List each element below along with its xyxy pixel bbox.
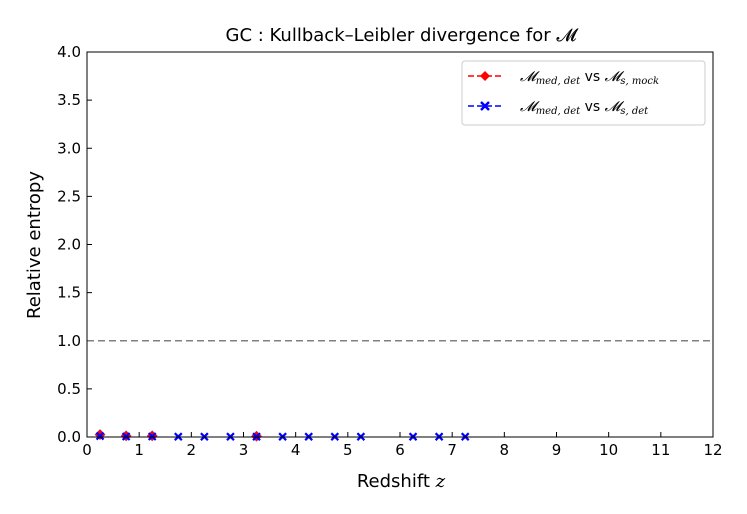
y-tick-label: 4.0 — [57, 43, 81, 61]
x-tick-label: 4 — [291, 441, 301, 459]
legend-label-blue-b-sub: s, det — [620, 106, 649, 117]
x-tick-label: 5 — [343, 441, 353, 459]
point-x — [95, 431, 105, 441]
x-tick-label: 8 — [500, 441, 510, 459]
y-tick-label: 0.0 — [57, 428, 81, 446]
y-tick-label: 3.0 — [57, 139, 81, 157]
y-tick-label: 1.5 — [57, 284, 81, 302]
axis-ticks: 0 1 2 3 4 5 6 7 8 9 10 11 120.00.51.01.52.02.53.03.5… — [57, 43, 722, 459]
y-tick-label: 2.5 — [57, 187, 81, 205]
legend-label-red-a: 𝓜 — [520, 69, 540, 85]
x-tick-label: 1 — [134, 441, 144, 459]
legend-label-blue-a: 𝓜 — [520, 99, 540, 115]
x-tick-label: 11 — [651, 441, 670, 459]
legend: 𝓜med, det vs 𝓜s, mock 𝓜med, det vs 𝓜s, d… — [461, 60, 706, 126]
legend-label-blue: 𝓜med, det vs 𝓜s, det — [520, 99, 649, 117]
y-axis-label: Relative entropy — [24, 171, 45, 319]
x-axis-label: Redshift z — [357, 471, 446, 492]
legend-entry-red: 𝓜med, det vs 𝓜s, mock — [468, 69, 659, 87]
legend-label-blue-vs: vs — [580, 99, 604, 115]
x-axis-label-var: z — [435, 471, 446, 492]
x-tick-label: 2 — [187, 441, 197, 459]
legend-label-red-b: 𝓜 — [605, 69, 625, 85]
series-layer — [94, 429, 470, 442]
x-tick-label: 0 — [82, 441, 92, 459]
x-tick-label: 10 — [599, 441, 618, 459]
x-tick-label: 12 — [703, 441, 722, 459]
y-tick-label: 2.0 — [57, 236, 81, 254]
legend-label-red: 𝓜med, det vs 𝓜s, mock — [520, 69, 659, 87]
legend-marker-diamond — [480, 71, 490, 81]
chart-title: GC : Kullback–Leibler divergence for 𝓜 — [226, 25, 580, 46]
x-tick-label: 3 — [239, 441, 249, 459]
legend-label-red-vs: vs — [580, 69, 604, 85]
legend-label-red-a-sub: med, det — [536, 76, 581, 87]
plot-frame — [86, 51, 714, 438]
x-tick-label: 7 — [447, 441, 457, 459]
legend-label-red-b-sub: s, mock — [620, 76, 659, 87]
y-tick-label: 3.5 — [57, 91, 81, 109]
x-tick-label: 6 — [395, 441, 405, 459]
legend-label-blue-b: 𝓜 — [605, 99, 625, 115]
y-tick-label: 1.0 — [57, 332, 81, 350]
x-tick-label: 9 — [552, 441, 562, 459]
legend-box — [461, 60, 706, 126]
legend-marker-x — [480, 101, 490, 111]
legend-entry-blue: 𝓜med, det vs 𝓜s, det — [468, 99, 649, 117]
legend-label-blue-a-sub: med, det — [536, 106, 581, 117]
x-axis-label-text: Redshift — [357, 471, 436, 492]
y-tick-label: 0.5 — [57, 380, 81, 398]
